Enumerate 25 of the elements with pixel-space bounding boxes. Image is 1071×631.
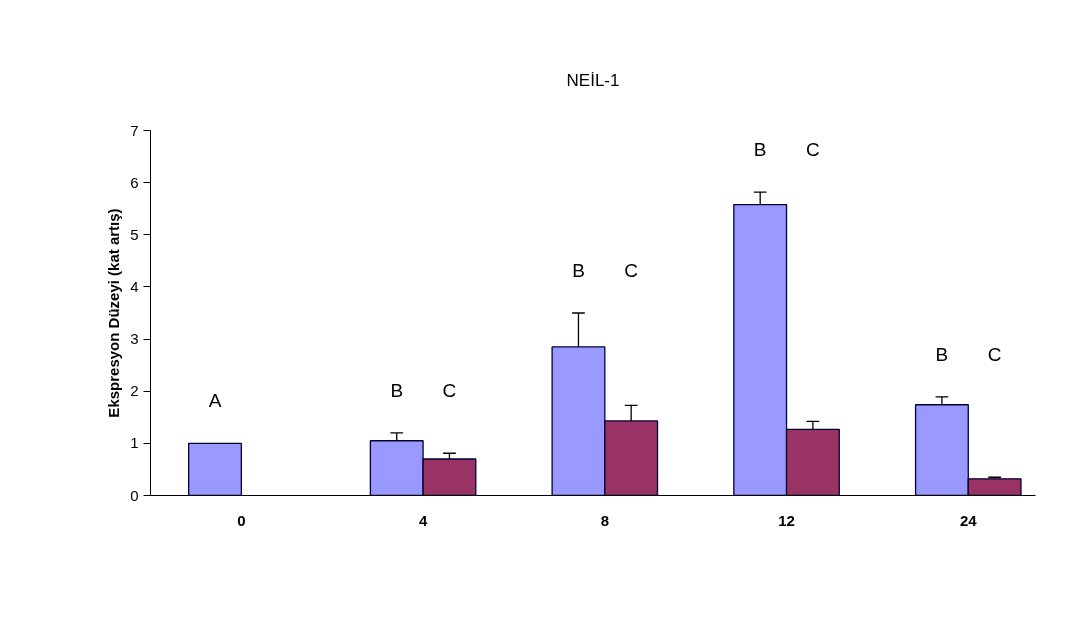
annotation: B bbox=[935, 343, 949, 365]
annotation: C bbox=[806, 139, 820, 161]
annotation: C bbox=[987, 343, 1002, 365]
y-tick-label: 1 bbox=[130, 434, 139, 452]
y-tick-label: 6 bbox=[130, 173, 139, 191]
annotation: B bbox=[390, 379, 404, 401]
y-tick-label: 4 bbox=[130, 277, 139, 295]
x-tick-label: 0 bbox=[237, 511, 246, 529]
annotation: A bbox=[208, 390, 222, 412]
x-tick-label: 4 bbox=[418, 511, 428, 529]
y-tick-label: 5 bbox=[130, 225, 139, 243]
y-tick-label: 7 bbox=[130, 121, 139, 139]
annotation: B bbox=[572, 260, 585, 281]
x-tick-label: 12 bbox=[778, 511, 795, 529]
y-tick-label: 2 bbox=[130, 382, 139, 400]
x-tick-label: 24 bbox=[959, 511, 978, 529]
annotation: C bbox=[442, 379, 457, 401]
x-tick-label: 8 bbox=[600, 511, 609, 529]
bar bbox=[188, 442, 243, 496]
y-axis-title: Ekspresyon Düzeyi (kat artış) bbox=[105, 208, 123, 418]
y-tick-label: 0 bbox=[130, 486, 139, 504]
y-tick-label: 3 bbox=[130, 330, 139, 348]
chart-title: NEİL-1 bbox=[566, 70, 620, 90]
annotation: C bbox=[624, 260, 639, 281]
annotation: B bbox=[753, 139, 767, 161]
